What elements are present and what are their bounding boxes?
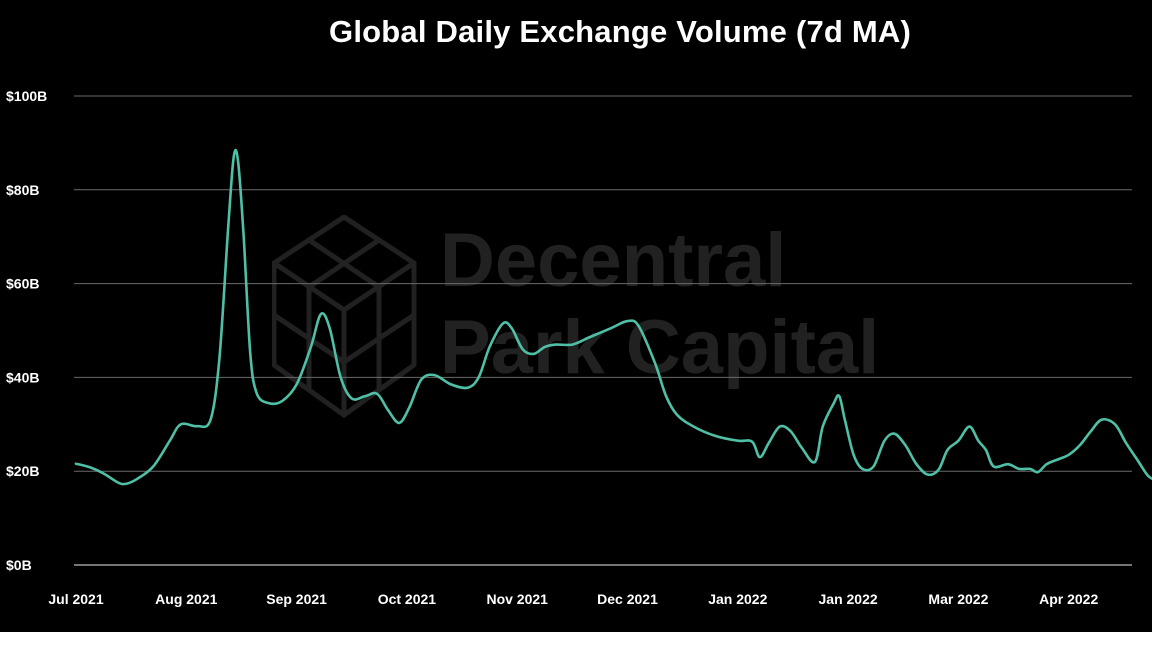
x-tick-label: Oct 2021: [378, 591, 437, 607]
x-tick-label: Sep 2021: [266, 591, 327, 607]
watermark-text-line1: Decentral: [440, 218, 787, 303]
y-tick-label: $0B: [6, 557, 32, 573]
chart-frame: Decentral Park Capital Global Daily Exch…: [0, 0, 1152, 632]
x-tick-label: Jan 2022: [708, 591, 767, 607]
x-tick-label: Jan 2022: [819, 591, 878, 607]
y-tick-label: $80B: [6, 182, 39, 198]
x-tick-label: Apr 2022: [1039, 591, 1098, 607]
series-line: [74, 148, 1152, 486]
y-tick-label: $60B: [6, 276, 39, 292]
chart-title: Global Daily Exchange Volume (7d MA): [329, 14, 911, 49]
y-axis-ticks: $0B $20B $40B $60B $80B $100B: [6, 88, 47, 573]
y-tick-label: $40B: [6, 369, 39, 385]
x-tick-label: Nov 2021: [486, 591, 548, 607]
watermark-cube-icon: [271, 214, 417, 419]
x-tick-label: Dec 2021: [597, 591, 658, 607]
x-tick-label: Jul 2021: [48, 591, 103, 607]
x-tick-label: Mar 2022: [928, 591, 988, 607]
y-tick-label: $20B: [6, 463, 39, 479]
x-axis-ticks: Jul 2021 Aug 2021 Sep 2021 Oct 2021 Nov 2021…: [48, 591, 1098, 607]
line-chart: $0B $20B $40B $60B $80B $100B Jul 2021 Aug 202…: [6, 88, 1152, 607]
x-tick-label: Aug 2021: [155, 591, 217, 607]
grid-lines: [74, 95, 1132, 566]
y-tick-label: $100B: [6, 88, 47, 104]
